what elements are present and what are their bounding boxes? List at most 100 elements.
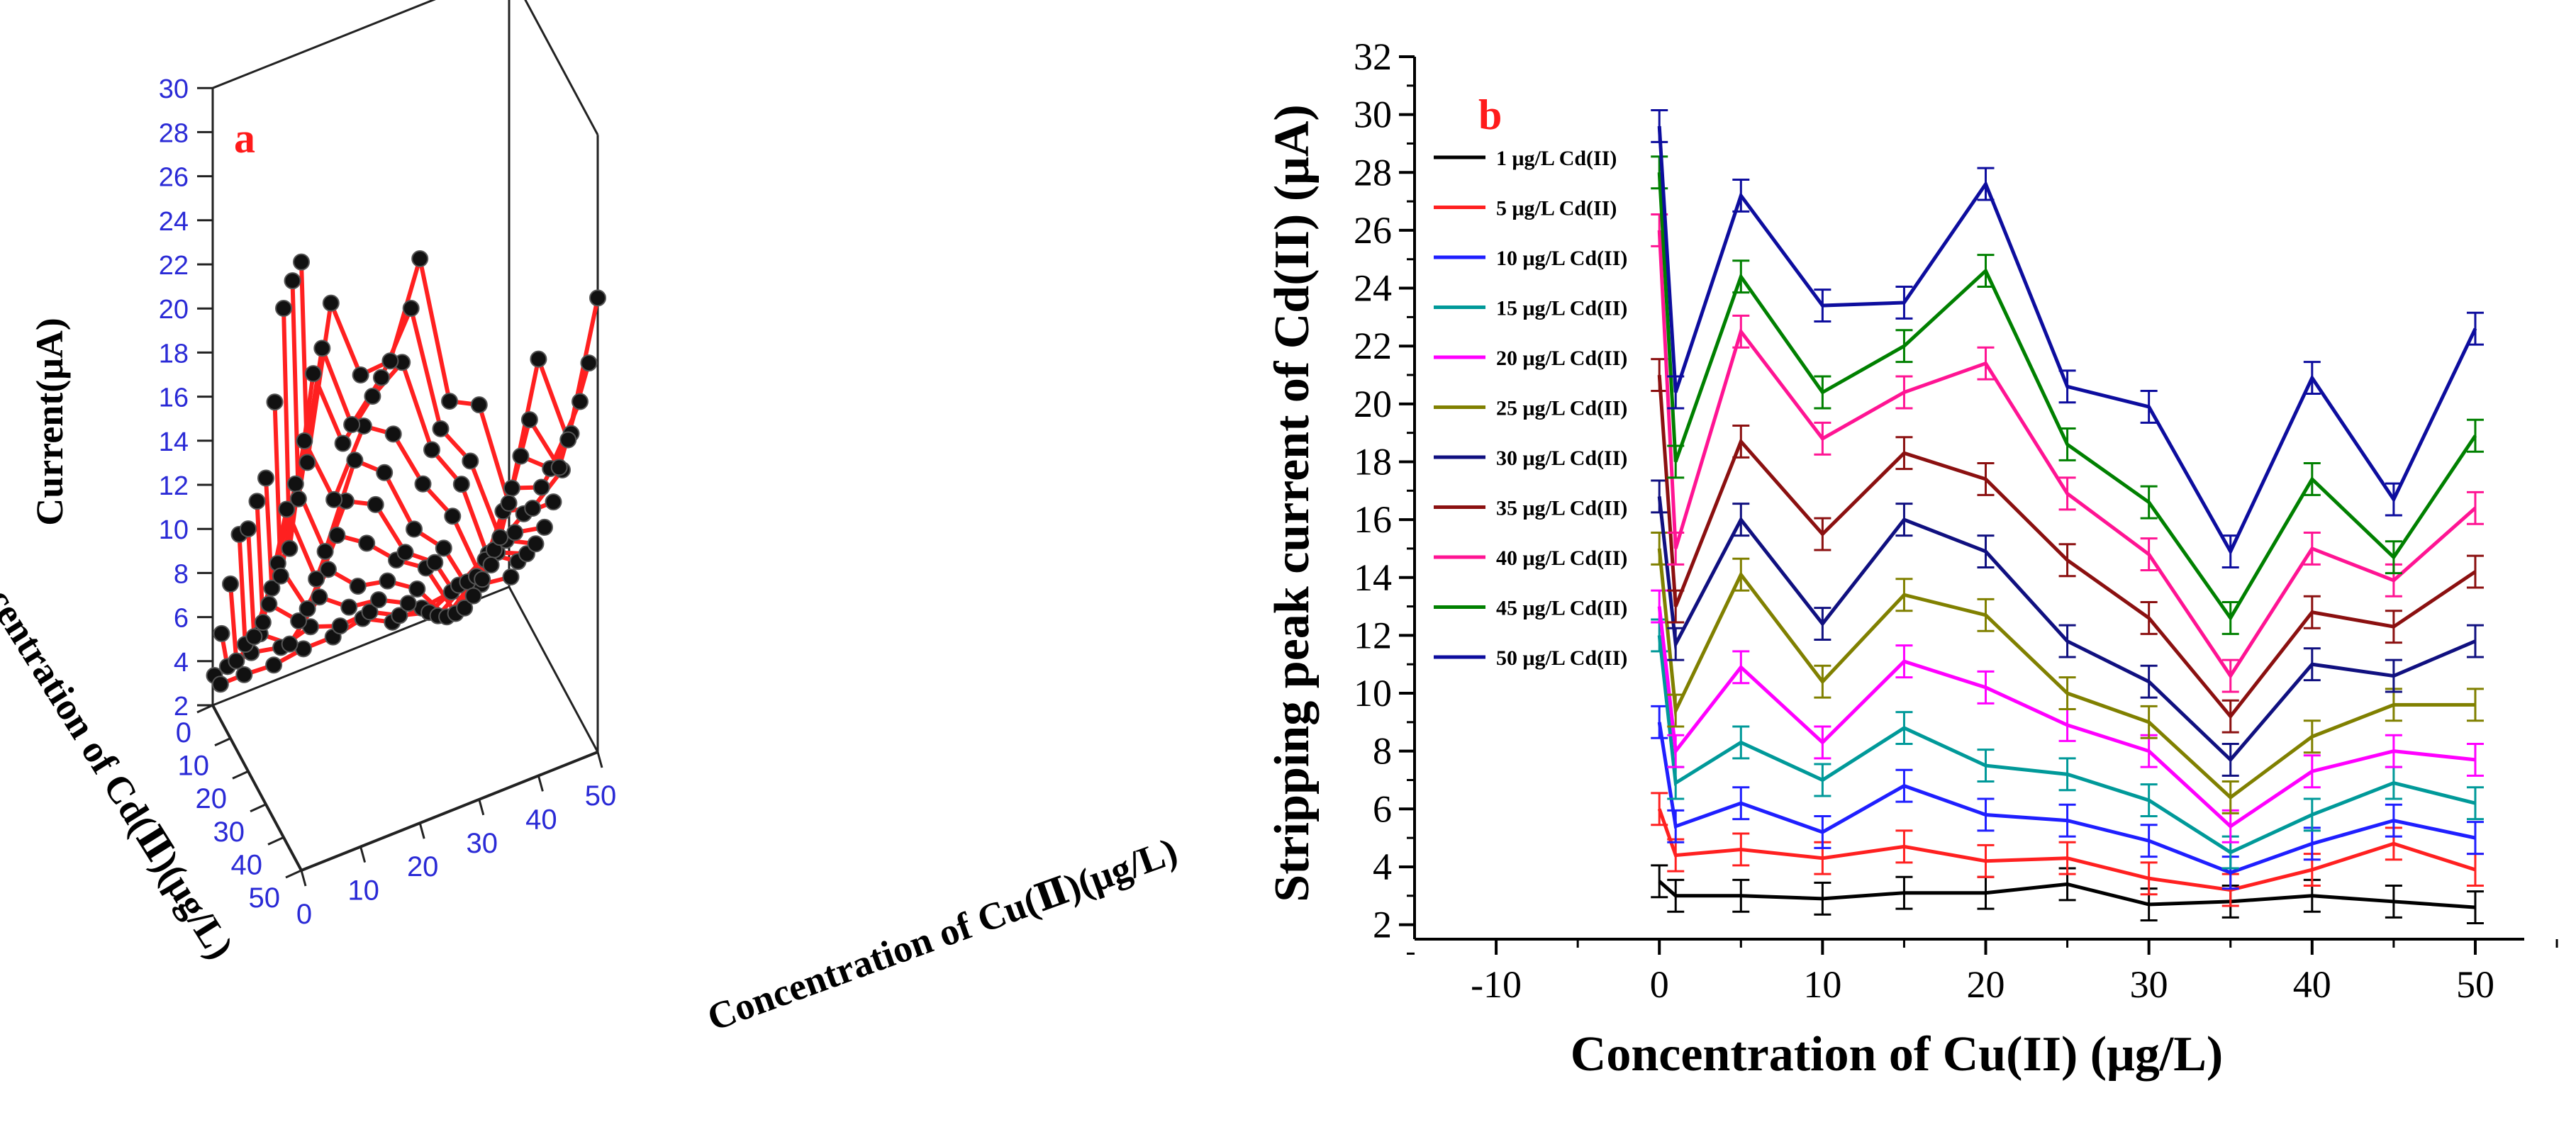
panel-a-data-point: [304, 365, 322, 383]
panel-b-series-4: [1651, 618, 2484, 870]
panel-a-data-point: [502, 568, 520, 585]
panel-a-x-tick-label: 50: [249, 882, 281, 914]
panel-a-x-tick: [267, 836, 284, 846]
panel-b-x-tick-label: 20: [1967, 963, 2005, 1006]
panel-a-data-points: [206, 250, 606, 693]
panel-a-data-point: [512, 447, 530, 465]
panel-a-data-point: [524, 500, 542, 517]
panel-a-data-point: [464, 587, 482, 605]
panel-a-data-point: [349, 578, 367, 595]
panel-a-z-tick-label: 22: [159, 251, 189, 281]
panel-a-y-tick-label: 20: [407, 851, 439, 882]
panel-a-data-point: [462, 452, 479, 470]
panel-a-data-point: [402, 300, 420, 318]
panel-b-series-line: [1657, 374, 2477, 719]
panel-a-z-tick-label: 2: [174, 692, 189, 722]
panel-a-data-point: [316, 542, 334, 560]
panel-a-data-point: [325, 490, 343, 508]
panel-a-data-point: [414, 475, 432, 493]
panel-b-x-tick-label: -10: [1471, 963, 1522, 1006]
panel-b-y-tick-label: 32: [1354, 35, 1392, 78]
panel-a-data-point: [254, 614, 272, 632]
panel-a-data-point: [379, 572, 396, 590]
panel-a-data-point: [444, 508, 462, 525]
panel-a-data-point: [257, 469, 274, 487]
panel-a-data-point: [441, 393, 458, 410]
panel-a-data-point: [228, 652, 245, 670]
panel-b-series-line: [1657, 125, 2477, 556]
panel-a-data-point: [358, 534, 376, 552]
panel-a-frame-edge: [508, 586, 599, 753]
panel-a-y-tick: [418, 822, 425, 839]
panel-a-data-point: [311, 588, 328, 606]
panel-a-data-point: [334, 434, 352, 452]
panel-b-series-11: [1651, 109, 2484, 568]
panel-a-data-point: [235, 666, 253, 683]
panel-b-x-tick-label: 40: [2293, 963, 2331, 1006]
panel-a-data-point: [376, 464, 394, 481]
panel-a-data-point: [559, 431, 577, 449]
panel-b-y-tick-label: 12: [1354, 614, 1392, 656]
panel-a-z-tick-label: 20: [159, 295, 189, 325]
panel-a-x-tick-label: 20: [196, 783, 228, 814]
panel-b-legend-label: 45 μg/L Cd(II): [1496, 597, 1627, 620]
panel-a-z-axis-label: Current(μA): [28, 318, 71, 526]
panel-a-z-tick-label: 8: [174, 559, 189, 589]
panel-a-data-point: [213, 624, 230, 642]
panel-a-data-point: [530, 350, 547, 368]
panel-a-data-point: [340, 598, 358, 616]
panel-a-y-tick-label: 40: [525, 804, 557, 835]
panel-a-data-point: [286, 475, 304, 493]
panel-b-y-axis-label: Stripping peak current of Cd(II) (μA): [1265, 104, 1320, 902]
panel-b-y-tick-label: 2: [1373, 904, 1392, 946]
panel-a-y-tick-label: 0: [296, 899, 312, 930]
panel-b-legend-label: 10 μg/L Cd(II): [1496, 247, 1627, 270]
panel-b-series-line: [1657, 722, 2476, 875]
panel-b-series-1: [1651, 864, 2484, 925]
panel-a-data-point: [545, 493, 562, 511]
panel-a-data-point: [281, 635, 299, 653]
panel-a-data-point: [290, 612, 308, 629]
panel-b-series-10: [1651, 155, 2484, 635]
panel-b-y-tick-label: 18: [1354, 440, 1392, 483]
panel-a-data-point: [406, 520, 423, 538]
panel-b-legend: 1 μg/L Cd(II) 5 μg/L Cd(II) 10 μg/L Cd(II)…: [1434, 147, 1627, 670]
panel-b-y-tick-label: 24: [1354, 267, 1392, 310]
panel-b-x-tick-label: 50: [2456, 963, 2494, 1006]
panel-a-data-point: [381, 352, 399, 370]
panel-a-data-point: [352, 366, 369, 384]
panel-a-data-point: [260, 595, 278, 613]
panel-a-label: a: [234, 115, 255, 162]
panel-b-x-tick-label: 30: [2130, 963, 2168, 1006]
panel-a-data-point: [491, 529, 509, 546]
panel-b-legend-label: 20 μg/L Cd(II): [1496, 347, 1627, 370]
panel-b-series-line: [1657, 172, 2477, 622]
panel-a-data-point: [506, 524, 524, 542]
panel-a-data-point: [222, 575, 239, 593]
panel-a-data-point: [248, 493, 266, 510]
panel-a-data-point: [361, 603, 379, 621]
panel-b-series-line: [1657, 635, 2476, 855]
panel-a-y-tick: [596, 751, 603, 768]
panel-a-data-point: [408, 580, 426, 598]
panel-a-x-tick: [196, 704, 213, 714]
panel-a-y-axis: [301, 751, 598, 872]
panel-a-data-point: [245, 628, 263, 646]
panel-a-data-point: [482, 556, 500, 574]
panel-b-legend-label: 1 μg/L Cd(II): [1496, 147, 1617, 170]
panel-a-data-point: [500, 494, 518, 512]
panel-a-data-point: [470, 396, 488, 414]
panel-a-data-point: [550, 459, 568, 476]
panel-a-data-point: [319, 561, 337, 578]
panel-a-data-point: [527, 535, 545, 553]
panel-a-data-point: [322, 294, 340, 312]
panel-a-data-point: [503, 479, 520, 497]
panel-a-y-tick: [359, 846, 367, 863]
panel-a-data-point: [456, 599, 474, 617]
panel-a-data-point: [432, 420, 450, 437]
panel-a-z-tick-label: 18: [159, 339, 189, 369]
panel-b-y-tick-label: 22: [1354, 325, 1392, 367]
